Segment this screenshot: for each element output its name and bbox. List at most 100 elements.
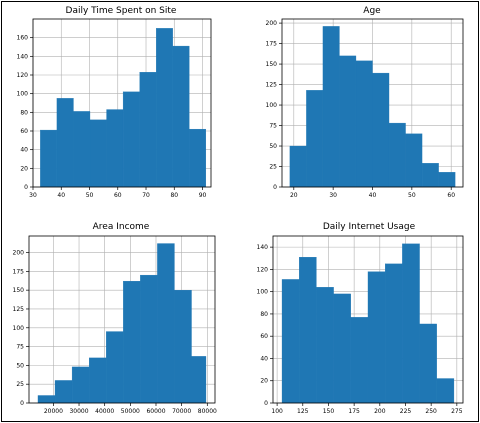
y-tick-label: 100: [266, 102, 278, 109]
y-tick-label: 60: [260, 333, 268, 340]
y-tick-label: 20: [20, 165, 28, 172]
histogram-bar: [299, 257, 317, 404]
histogram-bar: [89, 357, 107, 404]
y-tick-label: 175: [266, 41, 278, 48]
y-tick-label: 0: [20, 400, 24, 407]
x-tick-label: 60: [114, 192, 122, 199]
x-tick-label: 125: [297, 408, 309, 415]
subplot-title: Age: [363, 6, 381, 16]
histogram-bar: [419, 323, 437, 404]
histogram-bar: [174, 290, 192, 404]
histogram-bar: [281, 279, 300, 404]
y-tick-label: 80: [20, 109, 28, 116]
histogram-bar: [37, 395, 56, 404]
y-tick-label: 40: [260, 355, 268, 362]
y-tick-label: 0: [273, 184, 277, 191]
y-tick-label: 50: [269, 143, 277, 150]
y-tick-label: 125: [266, 82, 278, 89]
y-tick-label: 160: [17, 35, 29, 42]
y-tick-label: 0: [264, 400, 268, 407]
histogram-bar: [372, 72, 390, 188]
x-tick-label: 50000: [121, 408, 140, 415]
histogram-bar: [172, 45, 190, 188]
x-tick-label: 70: [142, 192, 150, 199]
subplot-4: 100 125 150 175 200 225 250 275 0 20 40 60 80 100 120 1…: [257, 222, 464, 415]
x-tick-label: 80000: [198, 408, 217, 415]
x-tick-label: 90: [199, 192, 207, 199]
subplot-title: Area Income: [93, 222, 150, 232]
histogram-bar: [156, 28, 173, 188]
histogram-bar: [189, 128, 207, 188]
subplot-2: 20 30 40 50 60 0 25 50 75 100 125 150 175 200 Age: [266, 6, 464, 199]
histogram-bar: [56, 98, 74, 188]
x-tick-label: 275: [451, 408, 463, 415]
histogram-bar: [350, 317, 369, 404]
axes-frame: [32, 18, 212, 188]
histogram-bar: [436, 378, 455, 404]
y-tick-label: 20: [260, 378, 268, 385]
histogram-bar: [339, 55, 357, 188]
y-tick-label: 100: [13, 325, 25, 332]
y-tick-label: 25: [269, 164, 277, 171]
y-tick-label: 80: [260, 311, 268, 318]
y-tick-label: 100: [17, 91, 29, 98]
x-tick-label: 50: [408, 192, 416, 199]
x-tick-label: 100: [271, 408, 283, 415]
axes-frame: [272, 235, 464, 404]
histogram-bar: [289, 145, 307, 188]
histogram-bar: [316, 287, 334, 404]
y-tick-label: 125: [13, 306, 25, 313]
y-tick-label: 100: [257, 289, 269, 296]
y-tick-label: 40: [20, 147, 28, 154]
histogram-bar: [355, 60, 373, 188]
x-tick-label: 60: [447, 192, 455, 199]
y-tick-label: 200: [266, 20, 278, 27]
y-tick-label: 150: [266, 61, 278, 68]
histogram-bar: [191, 356, 207, 404]
subplot-1: 30 40 50 60 70 80 90 0 20 40 60 80 100 120 140 160 Daily…: [17, 6, 212, 199]
y-tick-label: 0: [24, 184, 28, 191]
x-tick-label: 30: [329, 192, 337, 199]
y-tick-label: 25: [16, 381, 24, 388]
histogram-bar: [388, 122, 406, 188]
x-tick-label: 225: [400, 408, 412, 415]
axes-frame: [28, 235, 216, 404]
histogram-bar: [402, 243, 420, 404]
y-tick-label: 150: [13, 287, 25, 294]
histogram-bar: [122, 91, 140, 188]
histogram-bar: [123, 280, 141, 404]
x-tick-label: 50: [86, 192, 94, 199]
y-tick-label: 120: [257, 266, 269, 273]
x-tick-label: 200: [374, 408, 386, 415]
x-tick-label: 30: [29, 192, 37, 199]
histogram-bar: [89, 119, 107, 188]
x-tick-label: 150: [323, 408, 335, 415]
x-tick-label: 80: [170, 192, 178, 199]
x-tick-label: 40: [57, 192, 65, 199]
y-tick-label: 140: [257, 244, 269, 251]
x-tick-label: 20: [290, 192, 298, 199]
y-tick-label: 50: [16, 362, 24, 369]
y-tick-label: 175: [13, 268, 25, 275]
histogram-bar: [333, 293, 351, 404]
histogram-bar: [385, 263, 403, 404]
histogram-bar: [40, 129, 58, 188]
histogram-bar: [306, 90, 324, 188]
x-tick-label: 20000: [44, 408, 63, 415]
y-tick-label: 60: [20, 128, 28, 135]
histogram-bar: [106, 109, 124, 188]
histogram-bar: [139, 72, 157, 188]
subplot-title: Daily Internet Usage: [323, 222, 416, 232]
x-tick-label: 70000: [172, 408, 191, 415]
y-tick-label: 75: [16, 344, 24, 351]
histogram-bar: [54, 380, 73, 404]
histogram-bar: [438, 172, 456, 188]
x-tick-label: 40000: [95, 408, 114, 415]
histogram-bar: [421, 163, 439, 188]
subplot-title: Daily Time Spent on Site: [66, 6, 177, 16]
y-tick-label: 120: [17, 72, 29, 79]
x-tick-label: 250: [425, 408, 437, 415]
x-tick-label: 60000: [146, 408, 165, 415]
y-tick-label: 140: [17, 53, 29, 60]
